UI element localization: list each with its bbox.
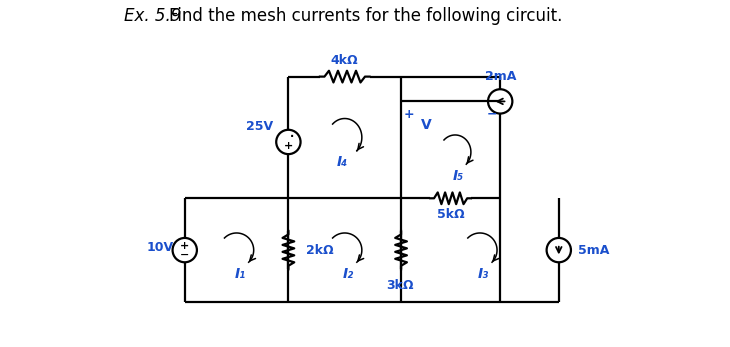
Text: ·: · [288, 128, 295, 147]
Text: I₄: I₄ [337, 155, 348, 169]
Text: 4kΩ: 4kΩ [331, 54, 358, 67]
Text: 5kΩ: 5kΩ [437, 208, 464, 221]
Text: −: − [180, 249, 189, 260]
Text: 5mA: 5mA [577, 244, 609, 257]
Text: I₃: I₃ [478, 266, 489, 280]
Text: 10V: 10V [147, 242, 174, 254]
Text: +: + [284, 142, 293, 151]
Text: V: V [420, 118, 431, 132]
Text: I₁: I₁ [234, 266, 246, 280]
Text: 2kΩ: 2kΩ [306, 244, 333, 257]
Text: I₅: I₅ [453, 169, 464, 183]
Text: 25V: 25V [245, 120, 273, 133]
Text: I₂: I₂ [342, 266, 354, 280]
Text: +: + [404, 108, 415, 120]
Text: 2mA: 2mA [485, 70, 517, 83]
Text: Ex. 5.9: Ex. 5.9 [124, 7, 181, 25]
Text: Find the mesh currents for the following circuit.: Find the mesh currents for the following… [169, 7, 562, 25]
Text: +: + [180, 240, 189, 251]
Text: 3kΩ: 3kΩ [386, 279, 414, 292]
Text: −: − [487, 108, 497, 120]
